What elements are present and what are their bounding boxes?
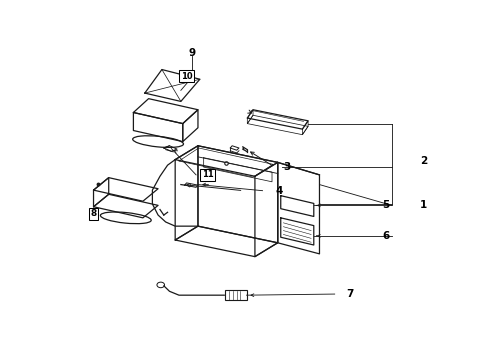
Text: 2: 2 [420,156,428,166]
Text: 7: 7 [346,289,354,299]
Text: 3: 3 [284,162,291,172]
Text: 6: 6 [382,231,390,241]
Text: 1: 1 [420,201,428,210]
Text: 10: 10 [181,72,193,81]
Text: 4: 4 [276,186,283,196]
Text: 5: 5 [382,201,390,210]
Text: 8: 8 [90,209,97,218]
Text: 9: 9 [189,48,196,58]
Text: 11: 11 [201,170,213,179]
